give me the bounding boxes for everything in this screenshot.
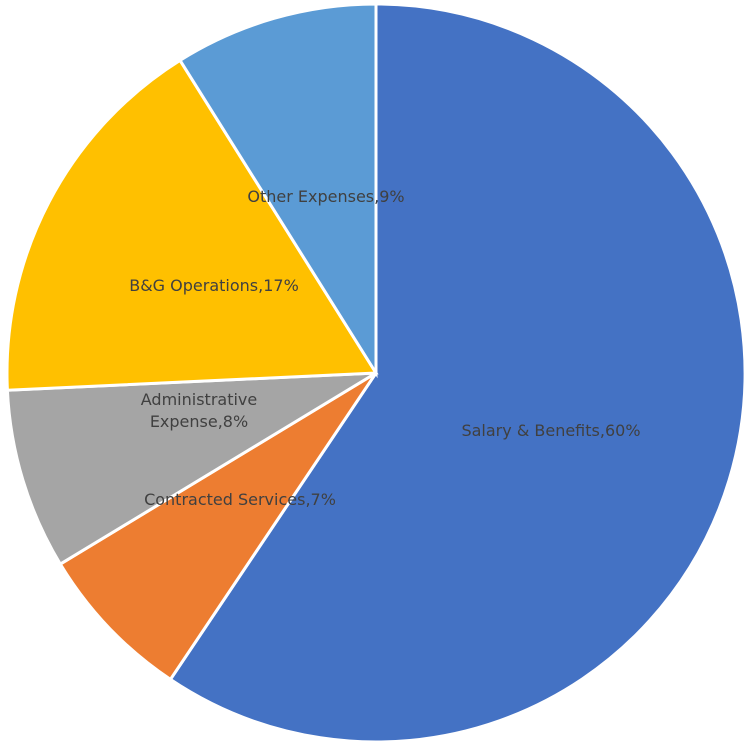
- pie-slice-other-expenses: [177, 2, 378, 379]
- slice-label-bandg-operations: B&G Operations,17%: [129, 276, 299, 295]
- pie-slice-administrative-expense: [5, 371, 377, 567]
- slice-label-salary-and-benefits: Salary & Benefits,60%: [461, 421, 640, 440]
- pie-slice-bandg-operations: [5, 58, 379, 392]
- slice-label-contracted-services: Contracted Services,7%: [144, 490, 336, 509]
- slice-label-administrative-expense: Administrative Expense,8%: [141, 390, 257, 431]
- pie-slice-salary-and-benefits: [168, 2, 746, 744]
- slice-label-other-expenses: Other Expenses,9%: [247, 187, 404, 206]
- pie-slice-contracted-services: [58, 371, 378, 682]
